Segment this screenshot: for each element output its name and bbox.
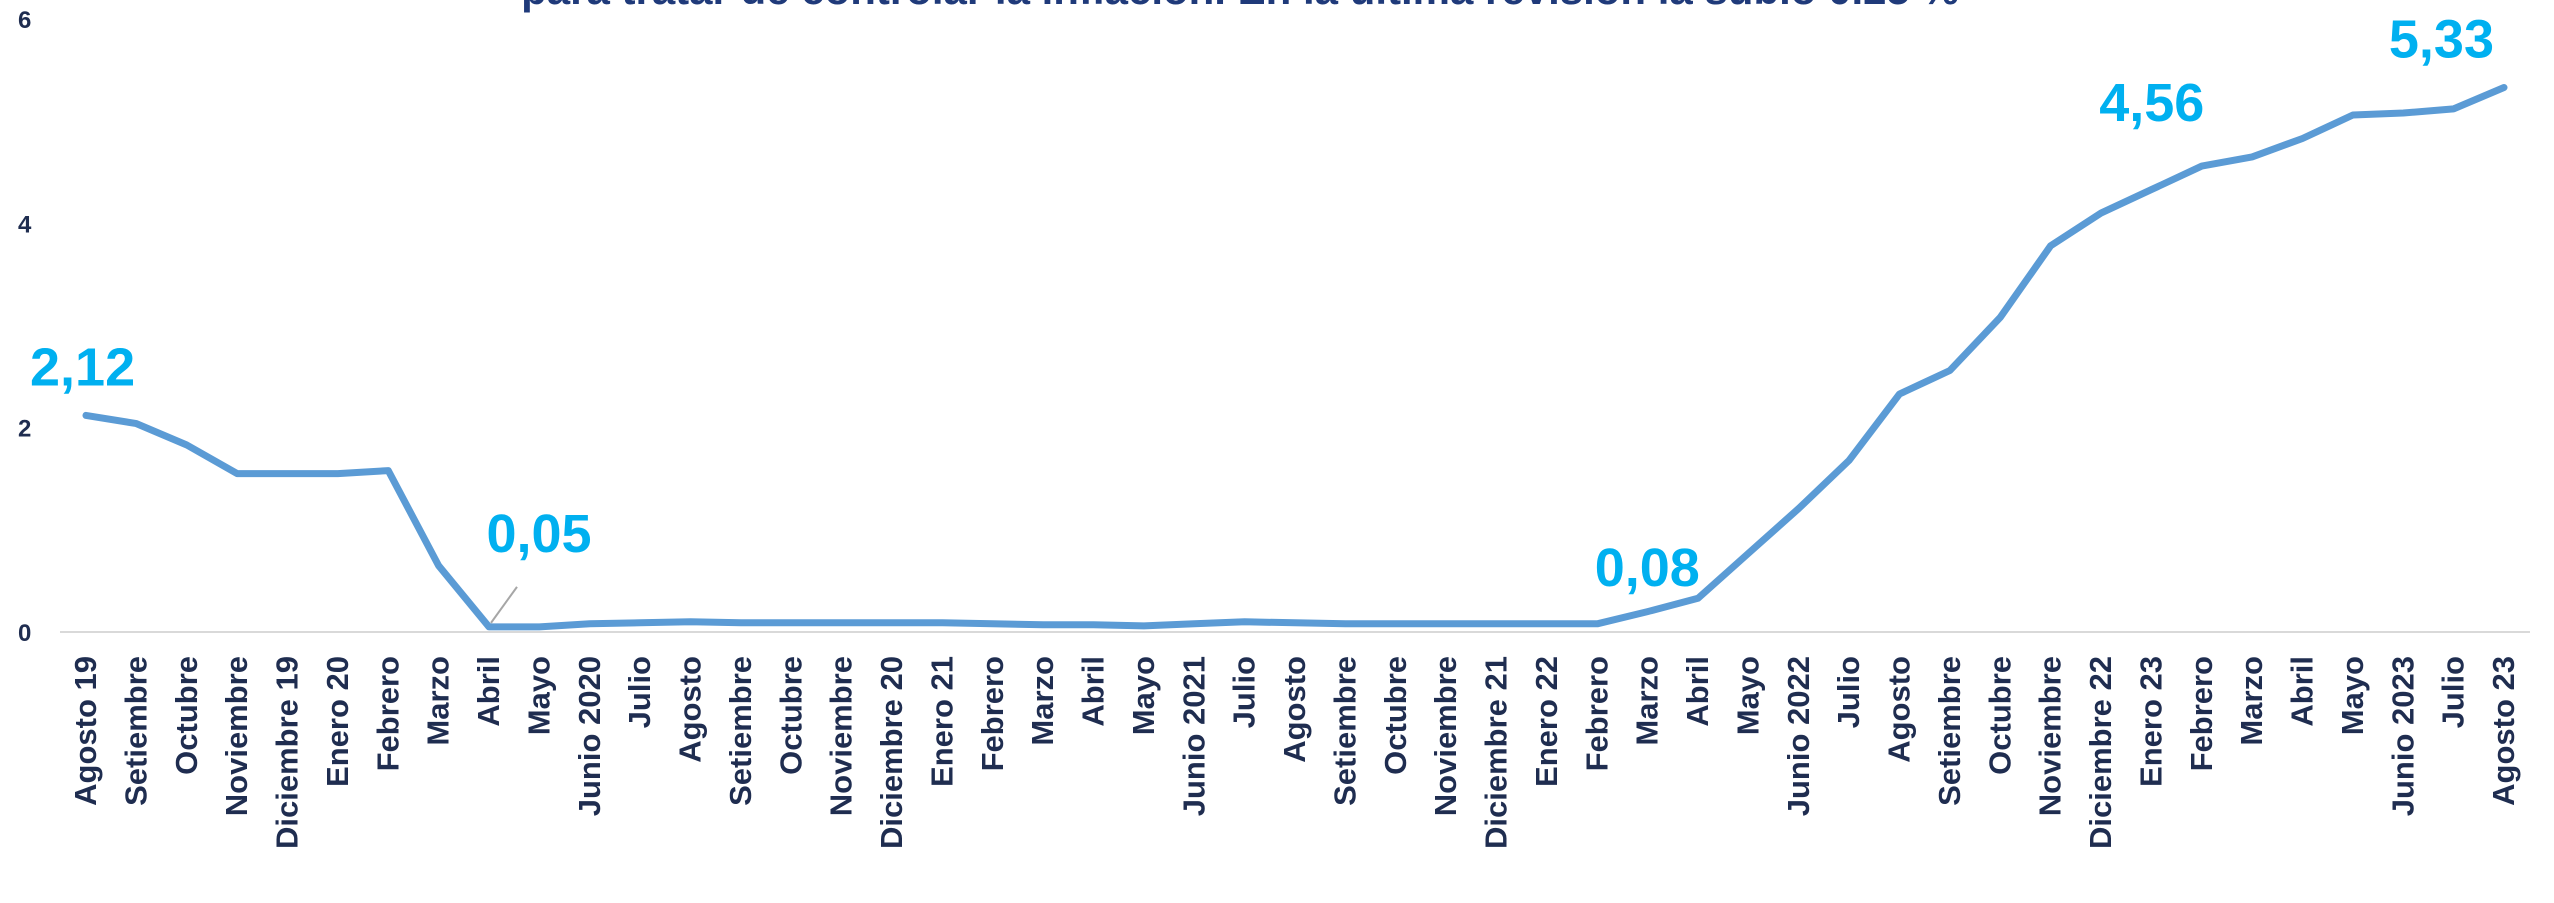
x-tick-label: Marzo [421,656,456,746]
data-label: 5,33 [2389,9,2494,69]
x-tick-label: Abril [1076,656,1111,727]
x-tick-label: Diciembre 20 [874,656,909,849]
x-tick-label: Mayo [521,656,556,735]
chart-title: para tratar de controlar la inflación. E… [521,0,1959,13]
x-tick-label: Setiembre [723,656,758,806]
x-tick-label: Marzo [1025,656,1060,746]
x-tick-label: Agosto 19 [68,656,103,806]
y-tick-label: 2 [18,416,31,443]
x-tick-label: Noviembre [824,656,859,816]
x-tick-label: Enero 20 [320,656,355,787]
x-tick-label: Enero 22 [1529,656,1564,787]
x-tick-label: Febrero [975,656,1010,771]
x-tick-label: Setiembre [1932,656,1967,806]
x-tick-label: Abril [1680,656,1715,727]
x-tick-label: Noviembre [2033,656,2068,816]
x-tick-label: Diciembre 22 [2083,656,2118,849]
x-tick-label: Febrero [1579,656,1614,771]
data-label: 4,56 [2099,73,2204,133]
x-tick-label: Agosto [673,656,708,763]
x-tick-label: Julio [2436,656,2471,728]
y-tick-label: 0 [18,620,31,647]
x-tick-label: Noviembre [1428,656,1463,816]
data-label: 0,05 [486,504,591,564]
x-tick-label: Abril [471,656,506,727]
x-tick-label: Agosto 23 [2486,656,2521,806]
x-tick-label: Diciembre 21 [1479,656,1514,849]
x-tick-label: Julio [622,656,657,728]
x-tick-label: Mayo [2335,656,2370,735]
data-label: 0,08 [1595,538,1700,598]
x-tick-label: Julio [1227,656,1262,728]
x-tick-label: Marzo [2234,656,2269,746]
x-tick-label: Noviembre [219,656,254,816]
x-tick-label: Octubre [773,656,808,775]
x-tick-label: Marzo [1630,656,1665,746]
x-tick-label: Abril [2285,656,2320,727]
x-tick-label: Diciembre 19 [270,656,305,849]
x-tick-label: Julio [1831,656,1866,728]
data-label: 2,12 [30,337,135,397]
x-tick-label: Octubre [169,656,204,775]
x-tick-label: Agosto [1882,656,1917,763]
x-tick-label: Febrero [2184,656,2219,771]
y-tick-label: 6 [18,7,31,34]
x-tick-label: Mayo [1730,656,1765,735]
x-tick-label: Setiembre [118,656,153,806]
x-tick-label: Junio 2021 [1176,656,1211,816]
x-tick-label: Febrero [370,656,405,771]
x-tick-label: Enero 21 [924,656,959,787]
x-tick-label: Agosto [1277,656,1312,763]
x-tick-label: Junio 2023 [2385,656,2420,816]
x-tick-label: Mayo [1126,656,1161,735]
x-tick-label: Setiembre [1327,656,1362,806]
x-tick-label: Enero 23 [2133,656,2168,787]
x-tick-label: Junio 2022 [1781,656,1816,816]
leader-line [490,586,518,624]
x-tick-label: Octubre [1378,656,1413,775]
y-tick-label: 4 [18,211,32,238]
line [82,84,2508,631]
x-tick-label: Junio 2020 [572,656,607,816]
x-tick-label: Octubre [1982,656,2017,775]
